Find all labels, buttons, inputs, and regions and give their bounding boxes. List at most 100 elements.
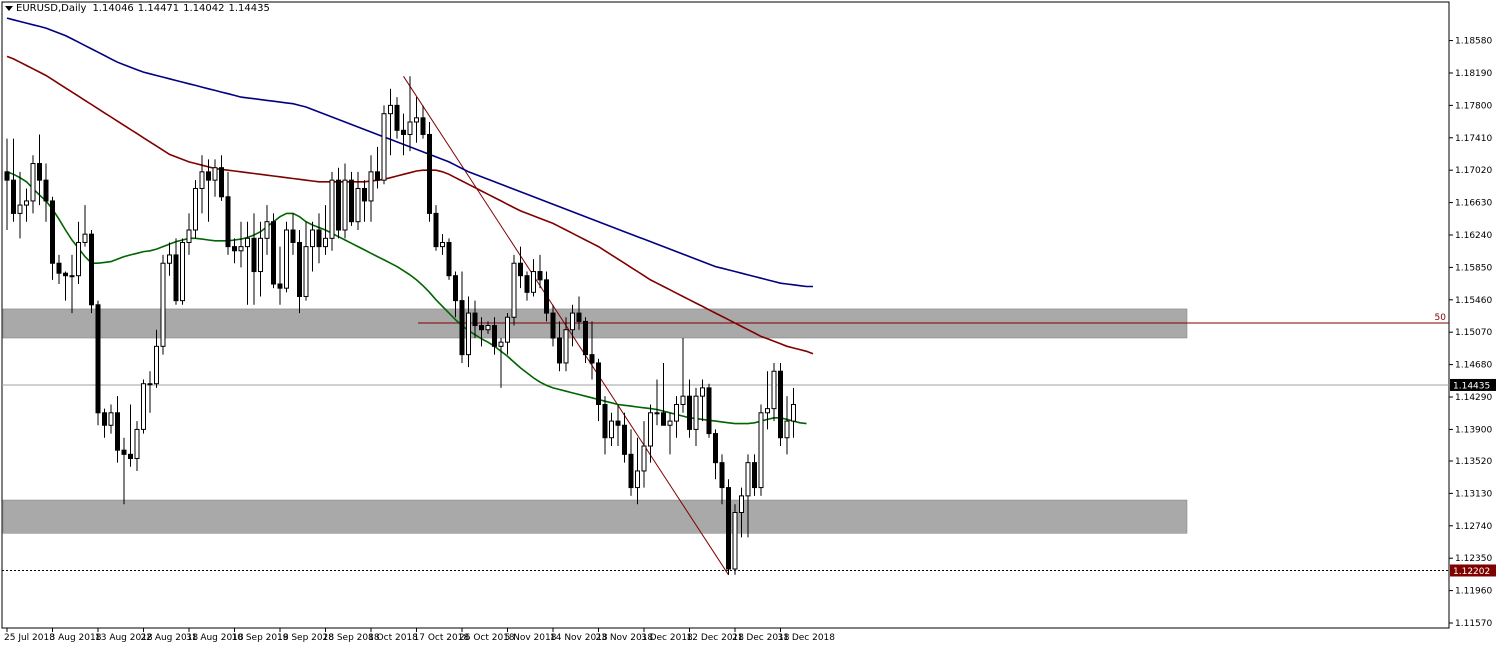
candle-body-bear bbox=[459, 300, 465, 356]
candle bbox=[128, 404, 133, 467]
candle bbox=[641, 421, 647, 488]
candle-body-bear bbox=[56, 262, 62, 274]
candle bbox=[557, 321, 562, 372]
candle-body-bull bbox=[167, 254, 172, 264]
x-tick-label: 8 Oct 2018 bbox=[368, 633, 418, 643]
candle-body-bull bbox=[732, 511, 738, 570]
candle-body-bear bbox=[622, 424, 627, 455]
candle bbox=[726, 479, 731, 575]
candle bbox=[11, 138, 16, 222]
candle-body-bear bbox=[394, 104, 400, 131]
candle bbox=[323, 205, 328, 255]
candle bbox=[713, 429, 718, 480]
candle bbox=[219, 155, 224, 201]
candle-body-bull bbox=[654, 412, 660, 415]
x-tick-label: 23 Nov 2018 bbox=[596, 633, 654, 643]
candle-body-bear bbox=[726, 487, 731, 570]
candle-body-bear bbox=[115, 412, 120, 451]
candle-body-bull bbox=[76, 241, 81, 277]
candle bbox=[37, 134, 42, 206]
x-tick-label: 10 Sep 2018 bbox=[232, 633, 289, 643]
candle-body-bull bbox=[739, 495, 744, 513]
candle bbox=[433, 205, 439, 251]
candle-body-bull bbox=[245, 237, 250, 248]
candle bbox=[82, 205, 88, 247]
candle bbox=[550, 304, 556, 347]
candle-body-bear bbox=[752, 462, 757, 489]
candle-body-bull bbox=[193, 187, 198, 231]
y-tick-label: 1.16630 bbox=[1455, 199, 1492, 209]
candle bbox=[212, 159, 218, 197]
candle bbox=[661, 362, 666, 426]
open-value: 1.14046 bbox=[92, 3, 134, 14]
candle bbox=[693, 387, 699, 447]
candle-body-bear bbox=[550, 312, 556, 339]
candle bbox=[771, 362, 777, 422]
y-tick-label: 1.11570 bbox=[1455, 619, 1492, 629]
y-tick-label: 1.17020 bbox=[1455, 166, 1492, 176]
candle bbox=[479, 317, 484, 347]
candle bbox=[459, 271, 465, 363]
candle-body-bear bbox=[446, 241, 452, 277]
candle-body-bull bbox=[466, 312, 471, 356]
x-tick-label: 26 Oct 2018 bbox=[459, 633, 515, 643]
candle-body-bear bbox=[102, 412, 107, 426]
candle-body-bull bbox=[635, 470, 640, 489]
candle bbox=[719, 454, 725, 505]
candle-body-bull bbox=[323, 237, 328, 248]
candle-body-bull bbox=[414, 117, 419, 123]
candle-body-bull bbox=[563, 329, 569, 364]
candle bbox=[258, 221, 263, 297]
candle bbox=[362, 180, 367, 222]
candle-body-bear bbox=[583, 320, 588, 356]
x-tick-label: 13 Aug 2018 bbox=[95, 633, 153, 643]
candle-body-bear bbox=[453, 275, 458, 302]
high-value: 1.14471 bbox=[137, 3, 180, 14]
y-tick-label: 1.15850 bbox=[1455, 263, 1492, 273]
candle bbox=[115, 396, 120, 463]
candle-body-bear bbox=[95, 304, 101, 414]
candle bbox=[596, 358, 601, 422]
candle-body-bear bbox=[537, 271, 543, 281]
candle-body-bull bbox=[674, 403, 679, 422]
candle bbox=[17, 171, 23, 239]
y-tick-label: 1.17410 bbox=[1455, 134, 1492, 144]
candle bbox=[167, 242, 172, 276]
candle-body-bear bbox=[492, 325, 497, 347]
candle bbox=[453, 271, 458, 318]
candle-body-bear bbox=[206, 171, 211, 181]
candle bbox=[121, 437, 127, 505]
candle bbox=[407, 76, 413, 152]
low-level-tag: 1.12202 bbox=[1453, 567, 1490, 577]
candle-body-bull bbox=[310, 229, 315, 248]
candle bbox=[739, 487, 744, 538]
candle bbox=[537, 254, 543, 289]
candle-body-bear bbox=[173, 254, 179, 302]
candle bbox=[375, 146, 380, 189]
candle-body-bull bbox=[765, 408, 770, 414]
candle bbox=[563, 317, 569, 372]
candle-body-bear bbox=[524, 275, 530, 293]
x-tick-label: 3 Dec 2018 bbox=[641, 633, 693, 643]
candle bbox=[4, 138, 10, 231]
candle-body-bull bbox=[154, 345, 159, 385]
candle bbox=[706, 383, 712, 438]
candle-body-bear bbox=[362, 187, 367, 202]
candle-body-bull bbox=[264, 221, 270, 239]
candle-body-bull bbox=[329, 179, 335, 239]
candle bbox=[583, 317, 588, 363]
candle-body-bull bbox=[303, 246, 309, 297]
candle bbox=[290, 213, 296, 255]
candle-body-bear bbox=[219, 167, 224, 198]
chevron-down-icon[interactable] bbox=[5, 5, 13, 11]
candle-body-bear bbox=[251, 237, 257, 273]
candle-body-bull bbox=[485, 325, 491, 331]
candle-body-bull bbox=[381, 113, 387, 181]
candle bbox=[310, 221, 315, 272]
candle-body-bear bbox=[89, 233, 94, 306]
candle bbox=[284, 221, 289, 293]
candle-body-bear bbox=[121, 449, 127, 455]
candle bbox=[134, 421, 140, 471]
support-resistance-zones bbox=[2, 308, 1188, 534]
